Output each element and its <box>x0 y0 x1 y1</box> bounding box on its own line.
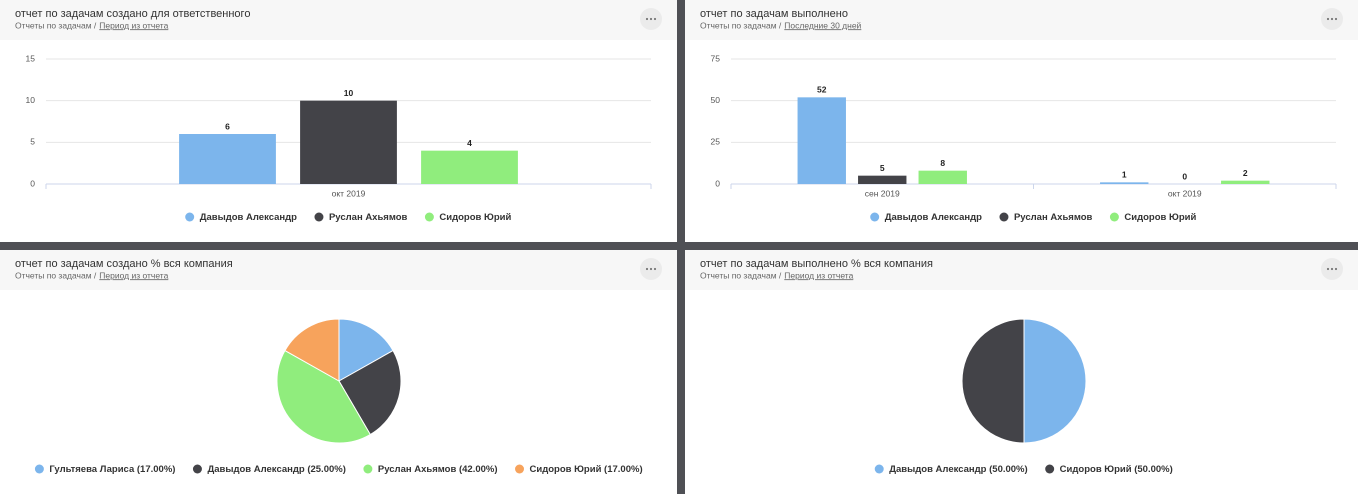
legend-marker <box>1045 464 1055 474</box>
value-label: 8 <box>940 158 945 168</box>
legend-marker <box>363 464 373 474</box>
menu-dot <box>1326 17 1330 21</box>
period-link[interactable]: Период из отчета <box>99 270 168 280</box>
legend-marker <box>185 212 195 222</box>
period-link[interactable]: Период из отчета <box>784 270 853 280</box>
menu-button[interactable] <box>1321 8 1343 30</box>
bar <box>421 150 518 184</box>
legend-label: Гультяева Лариса (17.00%) <box>49 464 175 475</box>
bar <box>858 175 907 184</box>
value-label: 10 <box>344 88 354 98</box>
legend-label: Сидоров Юрий (50.00%) <box>1060 464 1173 475</box>
bar <box>918 170 967 184</box>
menu-dot <box>653 267 657 271</box>
legend: Давыдов Александр Руслан Ахьямов Сидоров Ю… <box>185 212 511 223</box>
y-tick-label: 0 <box>30 178 35 188</box>
legend-label: Сидоров Юрий <box>1124 212 1196 223</box>
panel-title: отчет по задачам создано % вся компания <box>15 258 233 270</box>
panel-header <box>685 0 1358 40</box>
bar <box>179 134 276 184</box>
menu-dot <box>1330 267 1334 271</box>
breadcrumb: Отчеты по задачам / <box>700 270 782 280</box>
y-tick-label: 5 <box>30 137 35 147</box>
value-label: 5 <box>880 163 885 173</box>
legend-marker <box>515 464 525 474</box>
value-label: 52 <box>817 85 827 95</box>
value-label: 0 <box>1182 171 1187 181</box>
legend-label: Руслан Ахьямов <box>1014 212 1093 223</box>
menu-dot <box>1334 267 1338 271</box>
value-label: 6 <box>225 121 230 131</box>
menu-dot <box>1330 17 1334 21</box>
panel-header <box>685 250 1358 290</box>
panel-title: отчет по задачам выполнено % вся компани… <box>700 258 933 270</box>
x-tick-label: окт 2019 <box>1168 188 1202 198</box>
pie-slice <box>284 318 340 382</box>
menu-button[interactable] <box>640 8 662 30</box>
panel <box>685 0 1358 242</box>
legend-marker <box>424 212 434 222</box>
menu-dot <box>649 17 653 21</box>
period-link[interactable]: Период из отчета <box>99 20 168 30</box>
y-tick-label: 75 <box>711 53 721 63</box>
y-tick-label: 10 <box>26 95 36 105</box>
bar <box>797 97 846 184</box>
bar <box>1100 182 1149 184</box>
pie-slice <box>961 318 1025 444</box>
breadcrumb: Отчеты по задачам / <box>15 20 97 30</box>
legend-marker <box>870 212 880 222</box>
pie-slice <box>1023 318 1087 444</box>
menu-dot <box>645 17 649 21</box>
menu-dot <box>1326 267 1330 271</box>
y-tick-label: 50 <box>711 95 721 105</box>
menu-dot <box>653 17 657 21</box>
legend-label: Давыдов Александр (50.00%) <box>889 464 1027 475</box>
legend-marker <box>192 464 202 474</box>
x-tick-label: окт 2019 <box>332 188 366 198</box>
pie-slice <box>338 349 402 436</box>
legend-marker <box>34 464 44 474</box>
x-tick-label: сен 2019 <box>865 188 900 198</box>
menu-button[interactable] <box>1321 258 1343 280</box>
legend-marker <box>1109 212 1119 222</box>
menu-dot <box>1334 17 1338 21</box>
value-label: 2 <box>1243 168 1248 178</box>
panel-title: отчет по задачам создано для ответственн… <box>15 8 250 20</box>
bar <box>1221 180 1270 184</box>
legend-label: Давыдов Александр <box>885 212 982 223</box>
panel-header <box>0 250 677 290</box>
value-label: 4 <box>467 138 472 148</box>
pie-slice <box>276 349 371 444</box>
legend-label: Руслан Ахьямов <box>329 212 408 223</box>
legend-label: Сидоров Юрий <box>439 212 511 223</box>
breadcrumb: Отчеты по задачам / <box>15 270 97 280</box>
pie-slice <box>338 318 394 382</box>
y-tick-label: 15 <box>26 53 36 63</box>
panel-header <box>0 0 677 40</box>
legend: Давыдов Александр Руслан Ахьямов Сидоров Ю… <box>870 212 1196 223</box>
y-tick-label: 0 <box>715 178 720 188</box>
y-tick-label: 25 <box>711 137 721 147</box>
breadcrumb: Отчеты по задачам / <box>700 20 782 30</box>
period-link[interactable]: Последние 30 дней <box>784 20 861 30</box>
legend-marker <box>874 464 884 474</box>
panel-title: отчет по задачам выполнено <box>700 8 848 20</box>
legend-marker <box>999 212 1009 222</box>
bar <box>300 100 397 184</box>
menu-dot <box>649 267 653 271</box>
legend: Гультяева Лариса (17.00%) Давыдов Алексан… <box>34 464 643 475</box>
menu-button[interactable] <box>640 258 662 280</box>
legend-label: Давыдов Александр <box>200 212 297 223</box>
legend-marker <box>314 212 324 222</box>
value-label: 1 <box>1122 170 1127 180</box>
legend-label: Давыдов Александр (25.00%) <box>207 464 345 475</box>
menu-dot <box>645 267 649 271</box>
legend-label: Руслан Ахьямов (42.00%) <box>378 464 498 475</box>
legend: Давыдов Александр (50.00%) Сидоров Юрий (… <box>874 464 1173 475</box>
legend-label: Сидоров Юрий (17.00%) <box>530 464 643 475</box>
